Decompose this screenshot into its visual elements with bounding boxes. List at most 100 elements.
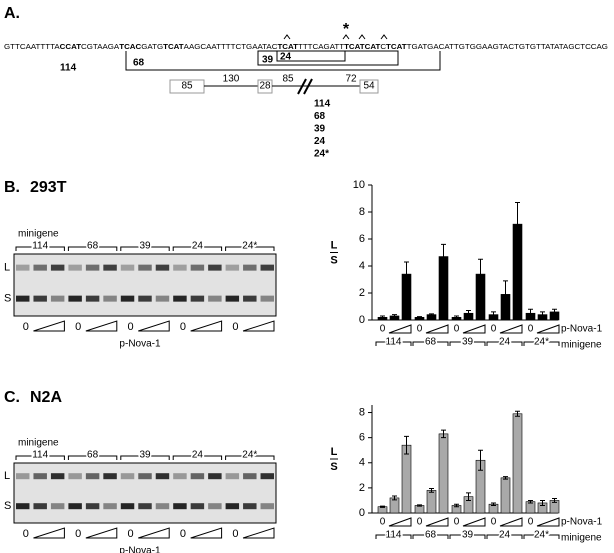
gel-band xyxy=(33,503,47,510)
dose-label: 0 xyxy=(417,517,423,528)
gel-band xyxy=(16,295,30,302)
gel-band xyxy=(68,503,82,510)
gel-band xyxy=(16,473,30,480)
gel-band xyxy=(190,503,205,510)
dose-label: 0 xyxy=(417,324,423,335)
gel-band xyxy=(208,473,222,480)
gel-group-label: 24* xyxy=(242,241,257,252)
dose-wedge xyxy=(33,527,65,539)
error-bar xyxy=(392,314,397,318)
sequence-segment: CGTAAGA xyxy=(81,42,120,51)
gel-group-label: 24* xyxy=(242,450,257,461)
group-label: 39 xyxy=(462,530,474,541)
gel-band xyxy=(50,264,65,271)
dose-wedge xyxy=(499,324,523,334)
error-bar xyxy=(540,311,545,318)
gel-band xyxy=(173,503,187,510)
gel-band xyxy=(260,473,274,480)
error-bar xyxy=(528,499,533,504)
y-tick-label: 10 xyxy=(353,179,365,191)
sequence-segment: TCAC xyxy=(119,42,142,51)
dose-label: 0 xyxy=(232,528,238,540)
sequence-segment: TGATGACATTGTGGAAGTACTGTGTTATATAGCTCCAG xyxy=(407,42,608,51)
gel-band xyxy=(138,503,152,510)
region-brackets xyxy=(125,34,441,71)
dose-wedge xyxy=(33,320,65,332)
construct-label: 114 xyxy=(314,99,331,110)
gel-band xyxy=(190,264,205,271)
gel-band xyxy=(138,264,152,271)
dose-label: 0 xyxy=(232,321,238,333)
y-tick-label: 8 xyxy=(359,206,365,218)
gel-band xyxy=(173,264,187,271)
dose-wedge xyxy=(388,324,412,334)
gel-group-label: 24 xyxy=(192,241,204,252)
gel-band xyxy=(155,503,170,510)
band-label: S xyxy=(4,500,11,512)
dose-label: 0 xyxy=(380,324,386,335)
error-bar xyxy=(491,502,496,506)
gel-band xyxy=(33,264,47,271)
dose-label: 0 xyxy=(454,324,460,335)
gel-group-label: 39 xyxy=(139,241,151,252)
group-bracket xyxy=(486,534,523,539)
region-label: 24 xyxy=(280,52,292,63)
bar xyxy=(512,413,523,514)
dose-wedge xyxy=(536,324,560,334)
dose-wedge xyxy=(425,517,449,527)
dose-wedge xyxy=(190,320,223,332)
sequence-segment: C xyxy=(380,42,386,51)
error-bar xyxy=(491,311,496,318)
region-label: 39 xyxy=(262,55,274,66)
y-tick-label: 4 xyxy=(359,260,365,272)
gel-group-title: minigene xyxy=(18,229,59,240)
gel-band xyxy=(16,503,30,510)
gel-band xyxy=(260,503,274,510)
asterisk: * xyxy=(343,21,350,38)
group-bracket xyxy=(120,455,170,460)
bar xyxy=(426,490,437,514)
group-bracket xyxy=(67,246,118,251)
y-tick-label: 8 xyxy=(359,406,365,418)
error-bar xyxy=(478,258,483,290)
gel-band xyxy=(225,295,240,302)
y-tick-label: 2 xyxy=(359,287,365,299)
gel-band xyxy=(85,264,100,271)
gel-group-label: 114 xyxy=(32,241,48,252)
dose-wedge xyxy=(425,324,449,334)
gel-band xyxy=(33,295,47,302)
error-bar xyxy=(515,202,520,247)
gel-group-label: 39 xyxy=(139,450,151,461)
bar xyxy=(500,477,511,514)
gel-band xyxy=(190,295,205,302)
group-bracket xyxy=(120,246,170,251)
treatment-label: p-Nova-1 xyxy=(119,546,161,553)
gel xyxy=(13,462,277,524)
error-bar xyxy=(417,504,422,507)
dose-wedge xyxy=(242,320,275,332)
y-tick-label: 6 xyxy=(359,233,365,245)
group-bracket xyxy=(412,341,449,346)
error-bar xyxy=(466,310,471,317)
gel-band xyxy=(33,473,47,480)
gel-band xyxy=(208,295,222,302)
gel-band xyxy=(243,503,257,510)
treatment-label: p-Nova-1 xyxy=(119,339,161,350)
group-bracket xyxy=(172,246,223,251)
construct-label: 39 xyxy=(314,124,326,135)
error-bar xyxy=(441,243,446,270)
group-label: 114 xyxy=(386,530,402,541)
gene-diagram xyxy=(169,78,379,95)
error-bar xyxy=(540,499,545,506)
panel-label: C. xyxy=(4,389,20,406)
gel-band xyxy=(260,295,274,302)
dose-wedge xyxy=(536,517,560,527)
dose-label: 0 xyxy=(180,321,186,333)
panel-label: A. xyxy=(4,5,20,22)
group-bracket xyxy=(15,455,65,460)
sequence-segment: GATG xyxy=(141,42,163,51)
gel-band xyxy=(120,473,135,480)
error-bar xyxy=(454,315,459,320)
gel-band xyxy=(68,264,82,271)
gel-band xyxy=(103,264,117,271)
